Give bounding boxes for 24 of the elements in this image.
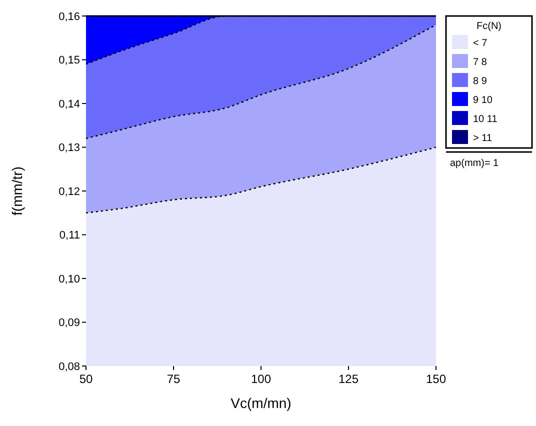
x-tick-label: 100 [250,372,272,386]
legend-title: Fc(N) [476,21,502,32]
x-axis-title: Vc(m/mn) [230,395,292,411]
y-tick-label: 0,10 [58,273,80,286]
x-tick-label: 50 [79,372,93,386]
text: ap(mm)= 1 [450,158,500,169]
x-tick-label: 125 [338,372,359,386]
legend-label: 8 9 [473,76,488,87]
legend-label: 10 11 [473,114,498,125]
legend-label: < 7 [473,38,488,49]
y-tick-label: 0,15 [58,54,80,67]
y-tick-label: 0,12 [58,186,80,198]
y-tick-label: 0,14 [58,98,80,110]
legend-label: 9 10 [473,95,493,106]
y-tick-label: 0,16 [58,10,80,23]
legend-label: 7 8 [473,57,488,68]
y-tick-label: 0,08 [58,360,80,373]
x-tick-label: 75 [166,372,180,386]
y-tick-label: 0,13 [58,142,80,154]
y-tick-label: 0,09 [58,317,80,330]
y-axis-title: f(mm/tr) [9,166,25,216]
legend-label: > 11 [473,133,492,144]
y-tick-label: 0,11 [59,230,80,242]
x-tick-label: 150 [426,372,446,386]
